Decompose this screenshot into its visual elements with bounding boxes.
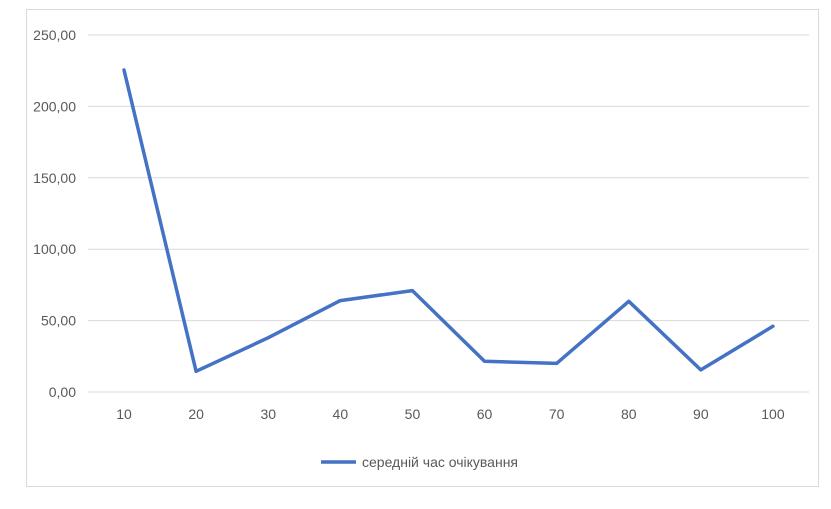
y-tick-label: 50,00 xyxy=(41,313,76,329)
x-tick-label: 90 xyxy=(693,406,709,422)
x-tick-label: 30 xyxy=(260,406,276,422)
x-tick-label: 10 xyxy=(116,406,132,422)
y-tick-label: 0,00 xyxy=(49,384,76,400)
legend-label: середній час очікування xyxy=(362,454,518,470)
legend: середній час очікування xyxy=(321,454,518,470)
x-tick-label: 80 xyxy=(621,406,637,422)
x-tick-label: 50 xyxy=(405,406,421,422)
data-point xyxy=(483,359,487,363)
y-axis-tick-labels: 0,00 50,00 100,00 150,00 200,00 250,00 xyxy=(33,27,76,400)
data-point xyxy=(555,361,559,365)
x-tick-label: 40 xyxy=(333,406,349,422)
data-point xyxy=(699,368,703,372)
data-point xyxy=(266,336,270,340)
x-axis-tick-labels: 10 20 30 40 50 60 70 80 90 100 xyxy=(116,406,785,422)
y-tick-label: 100,00 xyxy=(33,241,76,257)
x-tick-label: 100 xyxy=(761,406,785,422)
series-line xyxy=(122,68,775,374)
series-layer xyxy=(122,68,775,374)
data-point xyxy=(122,68,126,72)
chart-area xyxy=(26,9,819,487)
y-tick-label: 150,00 xyxy=(33,170,76,186)
x-tick-label: 70 xyxy=(549,406,565,422)
gridlines xyxy=(88,34,809,322)
y-tick-label: 200,00 xyxy=(33,98,76,114)
y-tick-label: 250,00 xyxy=(33,27,76,43)
data-point xyxy=(771,324,775,328)
data-point xyxy=(338,299,342,303)
data-point xyxy=(410,289,414,293)
data-point xyxy=(627,299,631,303)
x-tick-label: 60 xyxy=(477,406,493,422)
data-point xyxy=(194,369,198,373)
x-tick-label: 20 xyxy=(188,406,204,422)
